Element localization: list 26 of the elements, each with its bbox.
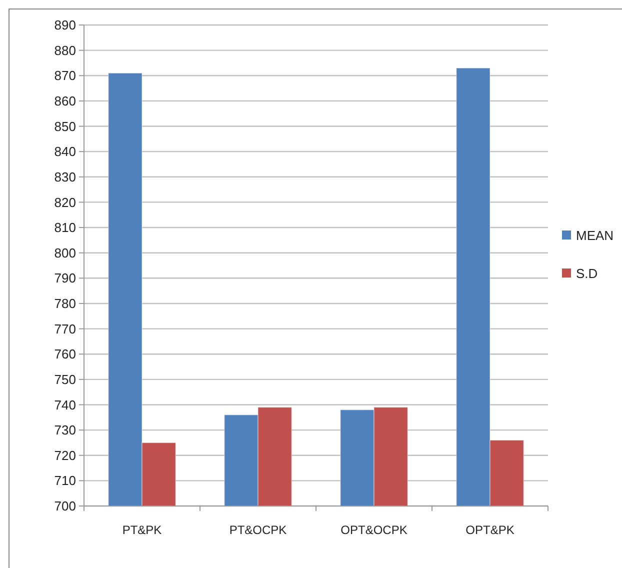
x-tick-label: OPT&PK <box>466 523 514 537</box>
y-tick-label: 740 <box>54 397 76 412</box>
legend-label: S.D <box>576 266 598 282</box>
y-tick-label: 810 <box>54 220 76 236</box>
legend-label: MEAN <box>576 228 614 244</box>
y-tick-label: 820 <box>54 194 76 210</box>
y-tick-label: 870 <box>54 68 76 84</box>
y-tick-label: 770 <box>54 321 76 336</box>
y-tick-label: 800 <box>54 245 76 260</box>
y-tick-label: 790 <box>54 270 76 286</box>
y-tick-label: 780 <box>54 296 76 312</box>
y-tick-label: 730 <box>54 422 76 438</box>
y-tick-label: 880 <box>54 42 76 58</box>
y-tick-label: 700 <box>54 498 76 514</box>
y-tick-label: 860 <box>54 93 76 108</box>
y-tick-label: 750 <box>54 372 76 387</box>
y-tick-label: 710 <box>54 473 76 488</box>
y-tick-label: 890 <box>54 18 76 33</box>
y-tick-label: 830 <box>54 169 76 184</box>
y-tick-label: 720 <box>54 448 76 463</box>
y-tick-label: 850 <box>54 118 76 134</box>
x-tick-label: PT&PK <box>122 523 162 537</box>
x-tick-label: PT&OCPK <box>229 523 287 537</box>
y-tick-label: 760 <box>54 346 76 362</box>
y-tick-label: 840 <box>54 144 76 160</box>
x-tick-label: OPT&OCPK <box>340 523 408 537</box>
